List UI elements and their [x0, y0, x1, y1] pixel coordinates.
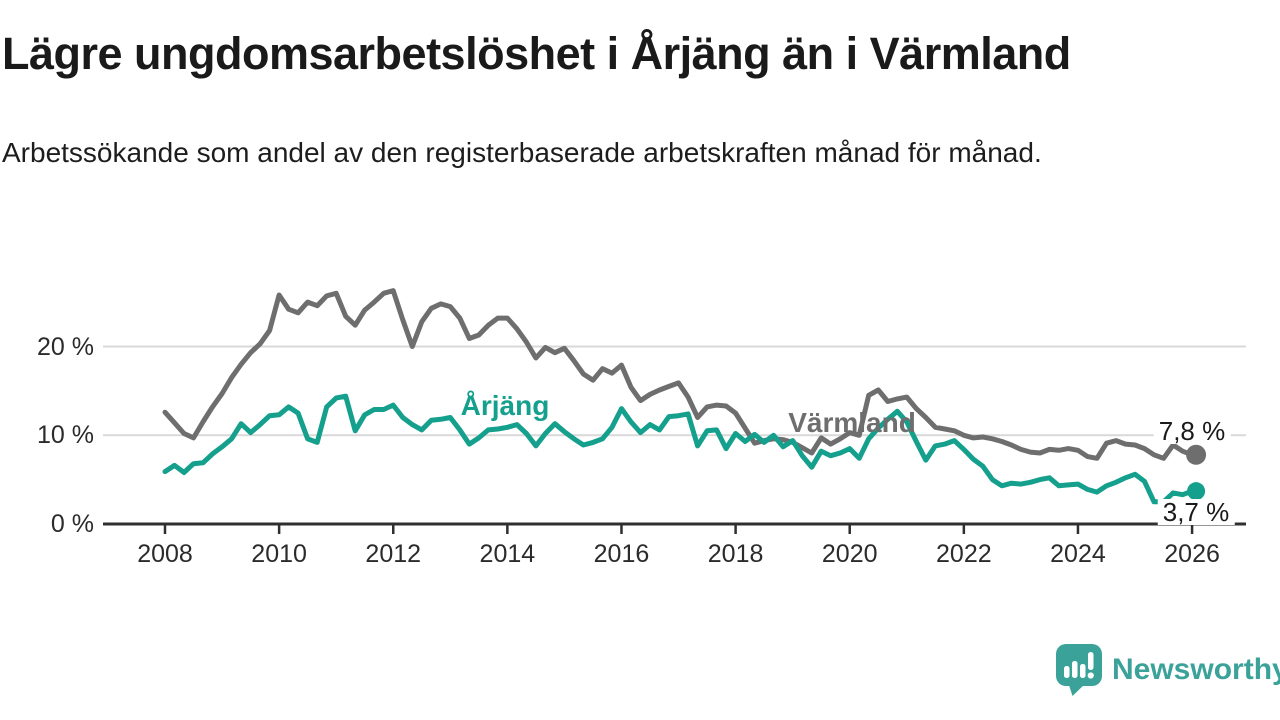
plot-line-varmland: [162, 288, 1195, 461]
x-axis-label-2016: 2016: [593, 540, 650, 568]
x-axis-label-2026: 2026: [1164, 540, 1220, 568]
y-axis-label-0: 0 %: [50, 510, 94, 538]
end-dot-varmland: [1186, 444, 1207, 465]
x-axis-label-2018: 2018: [707, 540, 764, 568]
chart-subtitle: Arbetssökande som andel av den registerb…: [2, 137, 1042, 168]
page-title: Lägre ungdomsarbetslöshet i Årjäng än i …: [2, 28, 1071, 79]
end-value-label-arjang: 3,7 %: [1157, 499, 1235, 525]
plot-line-arjang: [162, 393, 1195, 505]
chart-plot-area: [103, 288, 1246, 534]
x-axis-label-2008: 2008: [137, 540, 193, 568]
newsworthy-logo-text: Newsworthy: [1112, 653, 1280, 686]
x-axis-label-2020: 2020: [821, 540, 878, 568]
end-value-label-varmland: 7,8 %: [1153, 418, 1231, 444]
series-label-arjang: Årjäng: [460, 390, 550, 421]
x-axis-label-2010: 2010: [251, 540, 307, 568]
x-axis-label-2014: 2014: [479, 540, 536, 568]
x-axis-label-2012: 2012: [365, 540, 422, 568]
end-dot-arjang: [1187, 482, 1206, 501]
y-axis-label-20: 20 %: [37, 332, 94, 361]
x-axis-label-2024: 2024: [1050, 540, 1106, 568]
newsworthy-logo: Newsworthy: [1056, 644, 1280, 696]
series-label-varmland: Värmland: [788, 407, 916, 438]
y-axis-label-10: 10 %: [37, 421, 94, 450]
newsworthy-logo-icon: [1056, 644, 1102, 696]
x-axis-label-2022: 2022: [936, 540, 992, 568]
